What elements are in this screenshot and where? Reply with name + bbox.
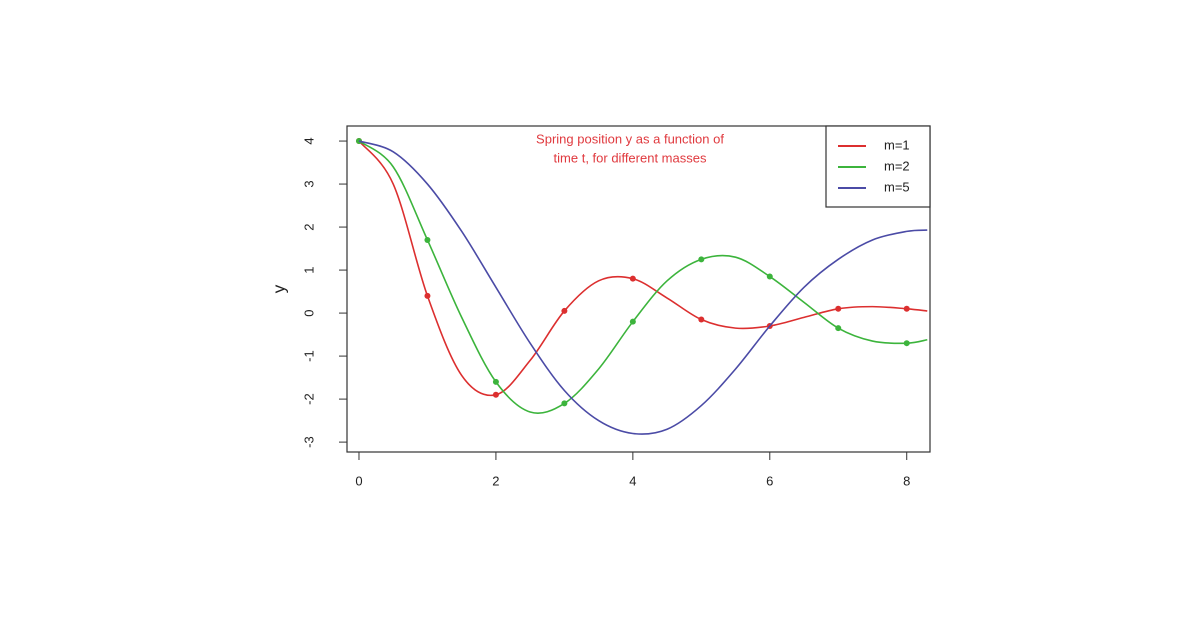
y-tick-label: 1: [301, 266, 316, 273]
y-tick-label: 4: [301, 137, 316, 144]
chart-title: time t, for different masses: [554, 150, 707, 165]
legend-label: m=2: [884, 158, 910, 173]
x-tick-label: 4: [629, 473, 636, 488]
x-tick-label: 2: [492, 473, 499, 488]
data-point: [766, 273, 773, 280]
chart-title: Spring position y as a function of: [536, 131, 724, 146]
y-tick-label: -1: [301, 350, 316, 362]
data-point: [903, 305, 910, 312]
y-tick-label: -3: [301, 436, 316, 448]
y-tick-label: 0: [301, 309, 316, 316]
data-point: [835, 305, 842, 312]
data-point: [629, 318, 636, 325]
legend-label: m=1: [884, 137, 910, 152]
data-point: [698, 256, 705, 263]
data-point: [492, 378, 499, 385]
y-tick-label: 3: [301, 180, 316, 187]
data-point: [698, 316, 705, 323]
data-point: [835, 325, 842, 332]
plot-frame: [346, 125, 931, 453]
x-tick-label: 0: [355, 473, 362, 488]
y-axis-label: y: [269, 284, 288, 293]
data-point: [492, 391, 499, 398]
data-point: [561, 400, 568, 407]
y-tick-label: -2: [301, 393, 316, 405]
data-point: [629, 275, 636, 282]
legend-label: m=5: [884, 179, 910, 194]
x-tick-label: 6: [766, 473, 773, 488]
series-line: [358, 140, 928, 435]
y-tick-label: 2: [301, 223, 316, 230]
data-point: [561, 307, 568, 314]
x-tick-label: 8: [903, 473, 910, 488]
data-point: [424, 236, 431, 243]
data-point: [903, 340, 910, 347]
data-point: [424, 292, 431, 299]
